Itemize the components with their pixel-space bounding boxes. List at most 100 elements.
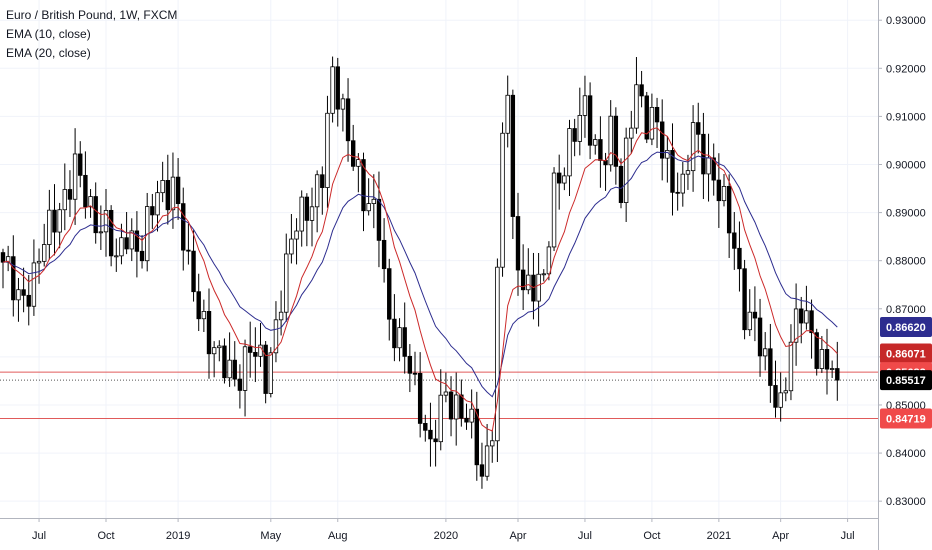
candle-body-up	[788, 341, 794, 392]
candle-body-up	[160, 180, 165, 194]
y-tick-label: 0.93000	[886, 15, 926, 27]
candle-body-up	[541, 273, 546, 276]
candle-body-down	[247, 346, 253, 353]
candle-body-up	[793, 308, 799, 343]
candle-body-down	[21, 289, 26, 296]
candle-body-up	[211, 347, 217, 355]
candle-body-down	[402, 327, 407, 357]
candle-body-down	[407, 355, 413, 374]
y-tick-label: 0.83000	[886, 496, 926, 508]
candle-body-up	[294, 230, 299, 240]
candle-body-down	[835, 368, 840, 381]
candle-body-down	[433, 438, 438, 443]
candle-body-up	[42, 244, 47, 262]
candle-body-down	[26, 294, 31, 307]
candle-body-up	[763, 348, 768, 357]
candle-body-down	[479, 464, 485, 477]
candle-body-down	[654, 106, 660, 123]
candle-body-up	[721, 185, 727, 202]
candle-body-up	[88, 196, 93, 208]
candle-body-down	[675, 191, 680, 194]
candle-body-down	[206, 311, 212, 355]
candles	[0, 56, 840, 489]
candle-body-down	[0, 252, 6, 263]
candle-body-down	[387, 268, 392, 320]
candle-body-up	[242, 346, 248, 391]
candle-body-down	[448, 391, 454, 420]
candle-body-down	[639, 84, 644, 97]
candle-body-up	[325, 112, 330, 188]
price-badge-bg	[880, 317, 932, 338]
x-tick-label: Jul	[578, 530, 592, 542]
y-tick-label: 0.91000	[886, 111, 926, 123]
candle-body-down	[175, 176, 181, 205]
ema-lines	[2, 127, 838, 432]
price-badge-label: 0.86071	[886, 348, 926, 360]
candle-body-down	[670, 150, 675, 193]
candle-body-down	[520, 269, 526, 291]
candle-body-up	[819, 349, 825, 369]
candle-body-down	[165, 180, 170, 211]
candle-body-down	[263, 344, 268, 394]
candle-body-down	[196, 291, 201, 320]
candle-body-up	[309, 206, 315, 221]
candle-body-up	[170, 176, 176, 211]
price-badge-bg	[880, 370, 932, 391]
candle-body-up	[129, 230, 134, 250]
x-tick-label: Apr	[772, 530, 789, 542]
candle-body-down	[381, 239, 387, 270]
price-badge-bg	[880, 343, 932, 364]
candle-body-down	[78, 153, 83, 176]
candle-body-down	[809, 310, 814, 334]
candle-body-down	[335, 66, 340, 110]
price-badge: 0.86071	[880, 343, 932, 364]
x-tick-label: Oct	[643, 530, 660, 542]
candle-body-down	[613, 115, 619, 167]
candle-body-down	[237, 378, 243, 391]
candle-body-down	[376, 198, 382, 241]
candle-body-up	[278, 311, 284, 321]
candle-body-up	[273, 319, 279, 354]
chart-legend: Euro / British Pound, 1W, FXCM EMA (10, …	[6, 6, 177, 63]
candle-body-up	[577, 115, 582, 142]
candle-body-up	[330, 66, 335, 114]
candle-body-down	[726, 185, 732, 234]
candle-body-up	[484, 445, 490, 477]
candle-body-up	[98, 231, 104, 234]
candle-body-down	[93, 196, 98, 234]
candle-body-up	[783, 390, 788, 394]
candle-body-up	[804, 310, 809, 324]
candle-body-up	[268, 352, 273, 394]
candle-body-up	[690, 122, 696, 172]
candle-body-down	[150, 206, 155, 216]
candle-body-down	[711, 157, 716, 181]
candle-body-up	[623, 137, 629, 203]
candle-body-up	[495, 266, 500, 442]
price-badge-bg	[880, 408, 932, 429]
candle-body-up	[284, 253, 289, 313]
candle-body-down	[644, 95, 649, 140]
y-tick-label: 0.84000	[886, 448, 926, 460]
candle-body-up	[217, 345, 222, 349]
candle-body-up	[536, 273, 541, 302]
candle-body-down	[696, 122, 701, 135]
ema10-line	[2, 127, 838, 432]
candle-body-up	[665, 150, 670, 159]
candle-body-up	[551, 172, 557, 248]
candle-body-down	[134, 230, 140, 252]
candle-body-up	[680, 173, 685, 194]
candle-body-down	[320, 174, 325, 188]
candle-body-down	[222, 345, 227, 379]
candle-body-down	[474, 408, 479, 466]
x-tick-label: Oct	[97, 530, 114, 542]
price-badge-label: 0.85517	[886, 375, 926, 387]
candle-body-up	[289, 238, 294, 255]
x-tick-label: Aug	[328, 530, 348, 542]
ema20-legend: EMA (20, close)	[6, 46, 91, 60]
x-tick-label: Apr	[509, 530, 526, 542]
candle-body-down	[660, 121, 665, 159]
candle-body-up	[57, 209, 62, 233]
candle-body-up	[634, 84, 639, 129]
candle-body-down	[799, 308, 804, 324]
